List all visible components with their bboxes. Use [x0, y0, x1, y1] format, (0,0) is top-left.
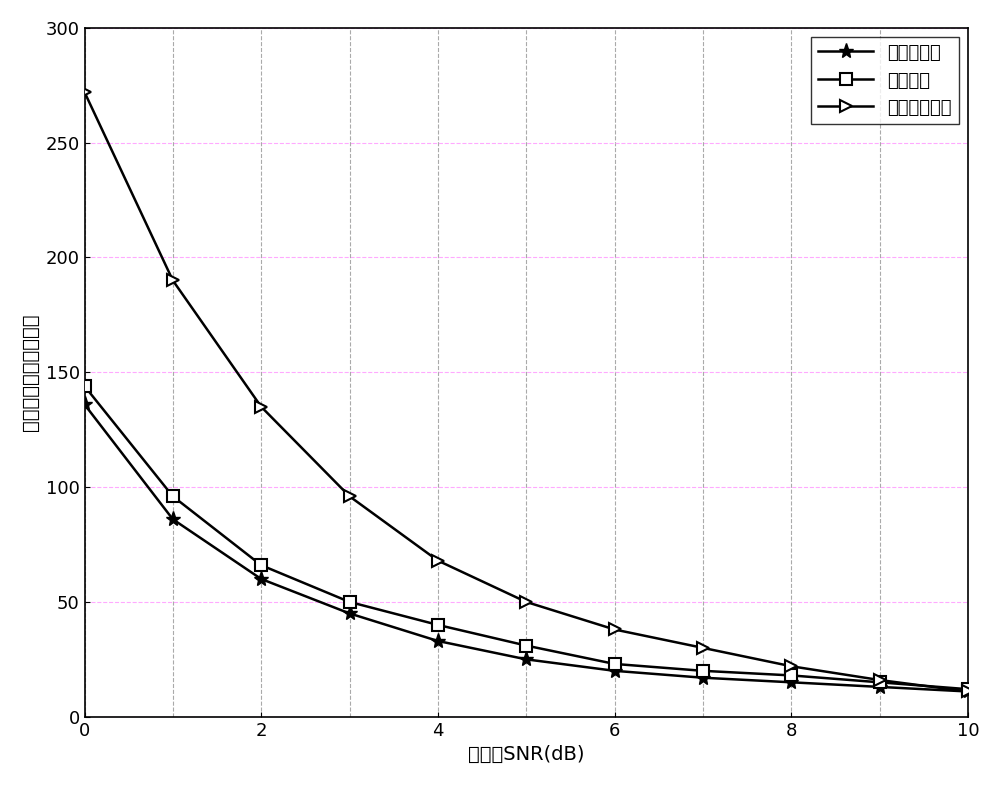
能量检测算法	[962, 687, 974, 696]
原始方法	[344, 597, 356, 607]
本发明方法	[874, 682, 886, 692]
本发明方法	[697, 673, 709, 682]
原始方法	[167, 491, 179, 501]
本发明方法	[79, 400, 91, 409]
Legend: 本发明方法, 原始方法, 能量检测算法: 本发明方法, 原始方法, 能量检测算法	[811, 37, 959, 124]
能量检测算法	[874, 675, 886, 685]
原始方法	[255, 560, 267, 570]
Y-axis label: 检测延时（采样点数）: 检测延时（采样点数）	[21, 313, 40, 431]
能量检测算法	[344, 491, 356, 501]
本发明方法	[609, 666, 621, 676]
原始方法	[874, 677, 886, 687]
能量检测算法	[520, 597, 532, 607]
本发明方法	[520, 655, 532, 664]
Line: 原始方法: 原始方法	[79, 381, 973, 695]
能量检测算法	[432, 556, 444, 565]
原始方法	[79, 382, 91, 391]
本发明方法	[785, 677, 797, 687]
能量检测算法	[697, 643, 709, 652]
能量检测算法	[785, 662, 797, 671]
本发明方法	[255, 575, 267, 584]
能量检测算法	[609, 625, 621, 634]
Line: 能量检测算法: 能量检测算法	[78, 86, 974, 698]
本发明方法	[344, 608, 356, 618]
能量检测算法	[255, 402, 267, 411]
原始方法	[520, 641, 532, 650]
能量检测算法	[79, 87, 91, 97]
本发明方法	[432, 637, 444, 646]
能量检测算法	[167, 276, 179, 285]
原始方法	[609, 659, 621, 669]
本发明方法	[167, 514, 179, 524]
Line: 本发明方法: 本发明方法	[77, 396, 975, 699]
X-axis label: 信噪比SNR(dB): 信噪比SNR(dB)	[468, 745, 584, 764]
原始方法	[962, 685, 974, 694]
原始方法	[785, 670, 797, 680]
本发明方法	[962, 687, 974, 696]
原始方法	[697, 666, 709, 676]
原始方法	[432, 620, 444, 630]
